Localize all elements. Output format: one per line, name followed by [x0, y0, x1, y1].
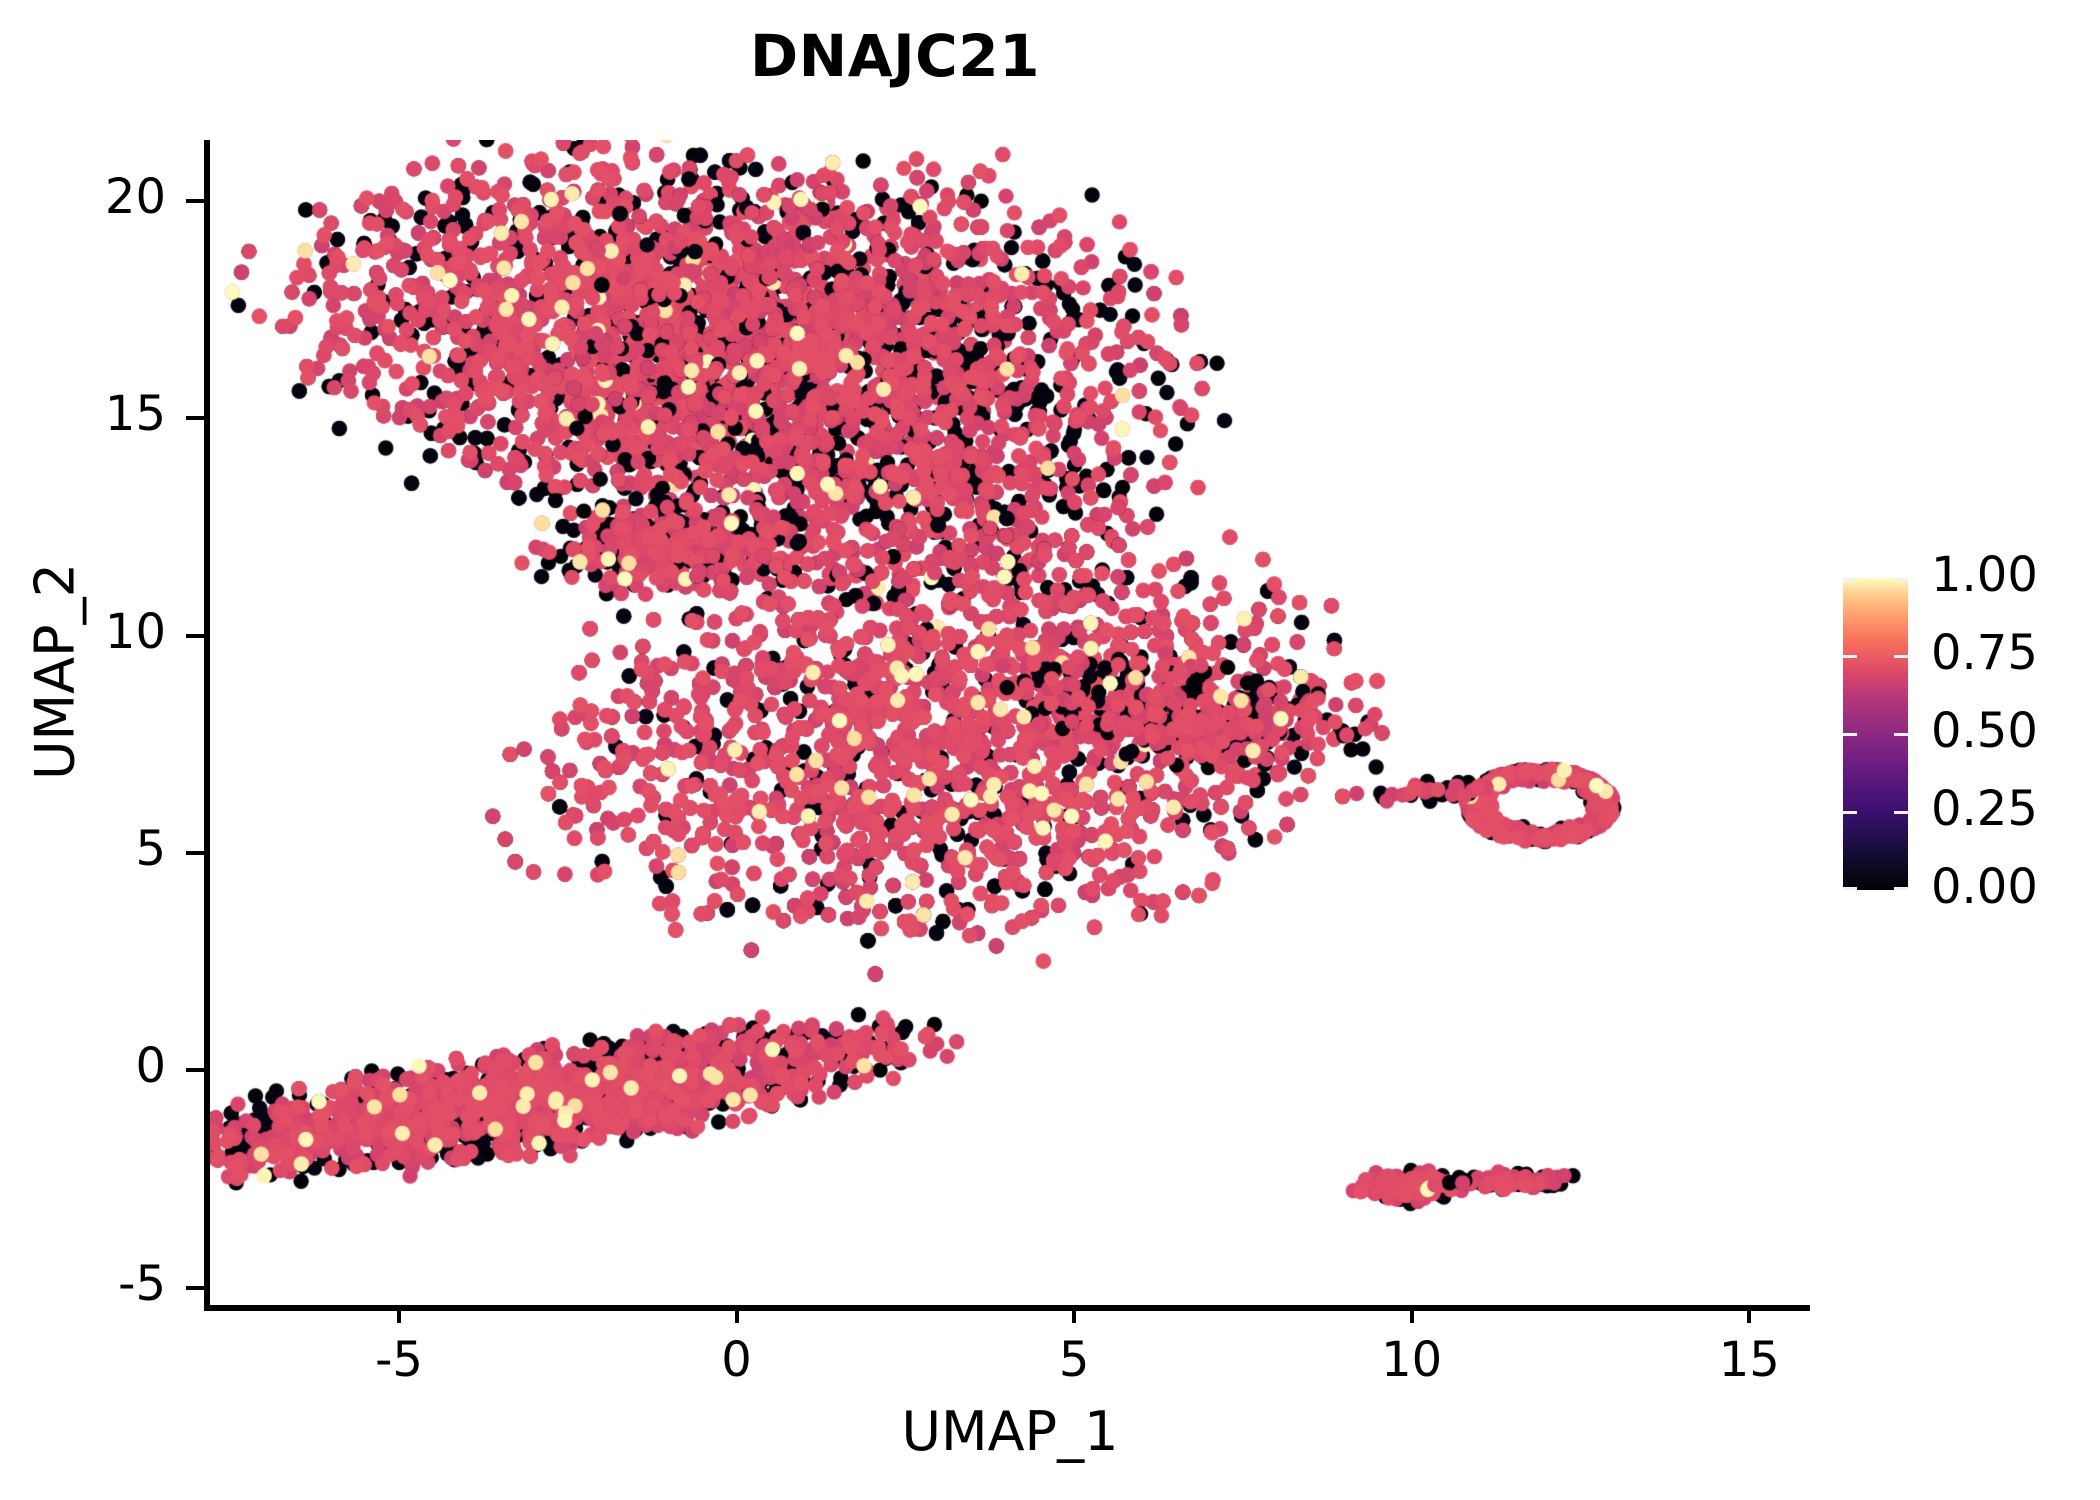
plot-axes: -5 0 5 10 15 -5 0 5 10 15 20 — [105, 140, 1810, 1388]
y-tick-label: 20 — [104, 168, 166, 225]
y-tick-label: 5 — [135, 820, 166, 877]
x-tick-mark — [734, 1305, 739, 1323]
colorbar-tick-mark — [1894, 655, 1908, 658]
y-tick-mark — [186, 633, 204, 638]
colorbar-tick-mark — [1843, 811, 1857, 814]
colorbar-tick-mark — [1843, 655, 1857, 658]
x-tick-mark — [1072, 1305, 1077, 1323]
y-tick-label: 0 — [135, 1038, 166, 1095]
x-axis-label: UMAP_1 — [901, 1400, 1119, 1463]
colorbar-tick-label: 0.00 — [1931, 859, 2038, 915]
colorbar-tick-label: 0.75 — [1931, 625, 2038, 681]
x-tick-mark — [1747, 1305, 1752, 1323]
x-tick-label: 10 — [1381, 1332, 1443, 1388]
colorbar-tick-mark — [1894, 733, 1908, 736]
colorbar: 0.00 0.25 0.50 0.75 1.00 — [1843, 547, 2083, 915]
x-tick-mark — [397, 1305, 402, 1323]
colorbar-tick-mark — [1894, 887, 1908, 890]
y-tick-mark — [186, 1285, 204, 1290]
colorbar-tick-label: 0.50 — [1931, 703, 2038, 759]
y-axis-spine — [204, 140, 210, 1305]
y-tick-label: 10 — [104, 603, 166, 660]
y-axis-label: UMAP_2 — [23, 563, 87, 780]
colorbar-tick-mark — [1843, 733, 1857, 736]
x-tick-label: -5 — [375, 1332, 423, 1388]
page-title: DNAJC21 — [750, 22, 1040, 90]
x-axis-spine — [204, 1305, 1810, 1311]
colorbar-tick-mark — [1894, 811, 1908, 814]
y-tick-mark — [186, 850, 204, 855]
colorbar-tick-mark — [1843, 887, 1857, 890]
x-tick-label: 5 — [1058, 1332, 1090, 1388]
x-tick-mark — [1409, 1305, 1414, 1323]
y-tick-label: 15 — [104, 386, 166, 443]
y-tick-mark — [186, 1068, 204, 1073]
x-tick-label: 0 — [721, 1332, 752, 1388]
y-tick-mark — [186, 198, 204, 203]
colorbar-tick-mark — [1894, 578, 1908, 581]
colorbar-tick-mark — [1843, 578, 1857, 581]
x-tick-label: 15 — [1718, 1332, 1780, 1388]
colorbar-tick-label: 1.00 — [1931, 547, 2038, 603]
scatter-plot-canvas — [210, 140, 1810, 1305]
y-tick-label: -5 — [118, 1255, 166, 1312]
colorbar-tick-label: 0.25 — [1931, 781, 2038, 837]
y-tick-mark — [186, 416, 204, 421]
